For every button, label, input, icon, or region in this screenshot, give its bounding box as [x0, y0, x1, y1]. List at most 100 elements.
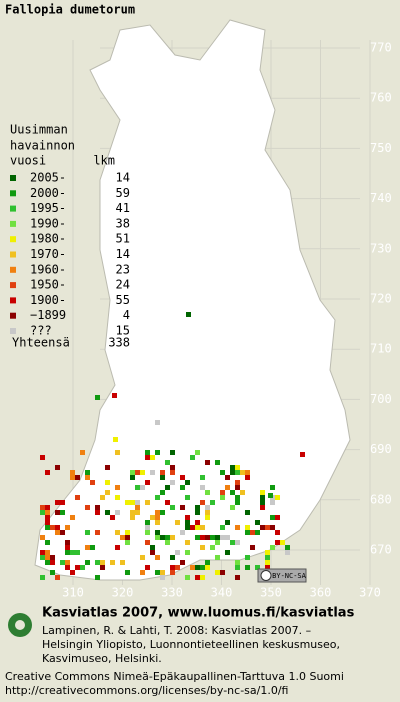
occurrence-square	[225, 475, 230, 480]
easting-label: 350	[260, 586, 282, 600]
occurrence-squares	[40, 312, 305, 580]
occurrence-square	[230, 540, 235, 545]
legend-count: 14	[116, 247, 130, 261]
occurrence-square	[265, 550, 270, 555]
legend-swatch	[10, 266, 16, 273]
occurrence-square	[245, 555, 250, 560]
occurrence-square	[95, 505, 100, 510]
occurrence-square	[245, 565, 250, 570]
occurrence-square	[205, 460, 210, 465]
occurrence-square	[45, 550, 50, 555]
occurrence-square	[180, 475, 185, 480]
occurrence-square	[155, 510, 160, 515]
occurrence-square	[235, 560, 240, 565]
occurrence-square	[220, 525, 225, 530]
occurrence-square	[75, 475, 80, 480]
occurrence-square	[70, 550, 75, 555]
occurrence-square	[150, 470, 155, 475]
easting-label: 330	[161, 586, 183, 600]
occurrence-square	[190, 565, 195, 570]
occurrence-square	[180, 485, 185, 490]
occurrence-square	[260, 525, 265, 530]
occurrence-square	[170, 465, 175, 470]
occurrence-square	[145, 540, 150, 545]
occurrence-square	[195, 565, 200, 570]
occurrence-square	[145, 450, 150, 455]
occurrence-square	[215, 460, 220, 465]
occurrence-square	[170, 480, 175, 485]
occurrence-square	[145, 530, 150, 535]
occurrence-square	[235, 480, 240, 485]
occurrence-square	[45, 470, 50, 475]
easting-label: 360	[310, 586, 332, 600]
occurrence-square	[145, 520, 150, 525]
occurrence-square	[155, 535, 160, 540]
brand: Kasviatlas 2007, www.luomus.fi/kasviatla…	[42, 606, 355, 621]
occurrence-square	[200, 500, 205, 505]
occurrence-square	[235, 575, 240, 580]
occurrence-square	[155, 555, 160, 560]
license: http://creativecommons.org/licenses/by-n…	[5, 684, 288, 697]
occurrence-square	[165, 485, 170, 490]
occurrence-square	[145, 500, 150, 505]
northing-label: 700	[370, 392, 392, 406]
legend-count: 4	[123, 308, 130, 322]
occurrence-square	[60, 510, 65, 515]
occurrence-square	[135, 500, 140, 505]
occurrence-square	[210, 500, 215, 505]
occurrence-square	[100, 565, 105, 570]
occurrence-square	[70, 515, 75, 520]
occurrence-square	[40, 510, 45, 515]
occurrence-square	[185, 495, 190, 500]
occurrence-square	[195, 510, 200, 515]
occurrence-square	[113, 437, 118, 442]
legend-count: 41	[116, 201, 130, 215]
occurrence-square	[130, 500, 135, 505]
occurrence-square	[170, 450, 175, 455]
occurrence-square	[235, 495, 240, 500]
occurrence-square	[45, 505, 50, 510]
legend-heading: Uusimman	[10, 123, 68, 137]
occurrence-square	[235, 500, 240, 505]
occurrence-square	[140, 570, 145, 575]
legend-label: −1899	[30, 308, 66, 322]
occurrence-square	[230, 490, 235, 495]
occurrence-square	[40, 535, 45, 540]
occurrence-square	[75, 495, 80, 500]
legend-label: 1980-	[30, 232, 66, 246]
occurrence-square	[215, 570, 220, 575]
occurrence-square	[200, 565, 205, 570]
occurrence-square	[275, 495, 280, 500]
occurrence-square	[225, 550, 230, 555]
occurrence-square	[195, 505, 200, 510]
occurrence-square	[205, 560, 210, 565]
legend-swatch	[10, 282, 16, 289]
occurrence-square	[200, 545, 205, 550]
occurrence-square	[40, 575, 45, 580]
occurrence-square	[180, 530, 185, 535]
northing-label: 740	[370, 191, 392, 205]
easting-label: 310	[62, 586, 84, 600]
occurrence-square	[105, 480, 110, 485]
occurrence-square	[185, 525, 190, 530]
occurrence-square	[270, 545, 275, 550]
legend-count: 59	[116, 186, 130, 200]
occurrence-square	[155, 495, 160, 500]
occurrence-square	[112, 393, 117, 398]
occurrence-square	[260, 490, 265, 495]
legend-count: 15	[116, 324, 130, 338]
occurrence-square	[45, 560, 50, 565]
occurrence-square	[115, 510, 120, 515]
occurrence-square	[160, 475, 165, 480]
occurrence-square	[205, 510, 210, 515]
occurrence-square	[140, 555, 145, 560]
occurrence-square	[105, 510, 110, 515]
occurrence-square	[205, 490, 210, 495]
occurrence-square	[90, 480, 95, 485]
occurrence-square	[270, 525, 275, 530]
occurrence-square	[150, 545, 155, 550]
occurrence-square	[85, 530, 90, 535]
legend: 2005- 14 2000- 59 1995- 41 1990- 38 1980- 51 1970-…	[10, 171, 130, 338]
occurrence-square	[215, 535, 220, 540]
occurrence-square	[120, 535, 125, 540]
